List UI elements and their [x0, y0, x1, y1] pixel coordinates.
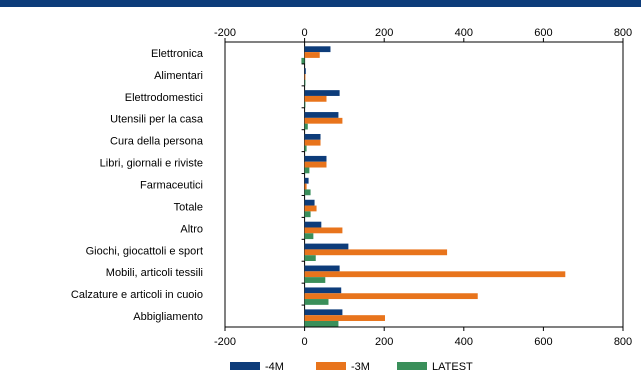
bar-latest-13 — [304, 320, 339, 327]
bar-3m-8 — [304, 205, 317, 212]
x-tick-label-top: 800 — [614, 27, 632, 39]
bar-3m-7 — [304, 183, 307, 190]
category-label: Elettronica — [151, 48, 204, 60]
bar-4m-5 — [304, 133, 321, 140]
legend-swatch-4m — [230, 362, 260, 370]
bar-latest-8 — [304, 211, 311, 218]
bar-4m-9 — [304, 221, 322, 228]
legend-swatch-latest — [397, 362, 427, 370]
bar-3m-10 — [304, 249, 448, 256]
bar-3m-1 — [304, 52, 320, 58]
bar-3m-13 — [304, 315, 385, 321]
bar-3m-5 — [304, 139, 321, 146]
bar-latest-4 — [304, 123, 308, 130]
bar-4m-13 — [304, 309, 343, 316]
category-label: Mobili, articoli tessili — [106, 267, 203, 279]
legend: -4M -3M LATEST — [230, 361, 473, 373]
bar-3m-6 — [304, 161, 327, 168]
category-label: Elettrodomestici — [125, 92, 203, 104]
bar-latest-10 — [304, 255, 316, 262]
bars — [301, 46, 566, 327]
plot-area-border — [224, 41, 624, 328]
legend-label: LATEST — [432, 361, 473, 373]
legend-label: -3M — [351, 361, 370, 373]
bar-4m-10 — [304, 243, 349, 250]
x-tick-label-bottom: 200 — [375, 336, 393, 348]
category-label: Libri, giornali e riviste — [100, 158, 203, 170]
bar-latest-2 — [304, 79, 306, 86]
bar-4m-7 — [304, 177, 309, 184]
legend-swatch-3m — [316, 362, 346, 370]
bar-latest-5 — [304, 145, 307, 152]
bar-latest-6 — [304, 167, 310, 174]
bar-3m-9 — [304, 227, 343, 234]
bar-3m-3 — [304, 95, 327, 102]
legend-label: -4M — [265, 361, 284, 373]
bar-4m-12 — [304, 287, 342, 294]
x-tick-labels-top: -200 0 200 400 600 800 — [214, 27, 632, 39]
category-label: Totale — [174, 201, 203, 213]
bar-latest-12 — [304, 299, 329, 305]
plot-frame — [224, 41, 624, 328]
x-tick-label-bottom: 600 — [534, 336, 552, 348]
bar-4m-4 — [304, 112, 339, 118]
category-label: Abbigliamento — [133, 311, 203, 323]
category-labels: Elettronica Alimentari Elettrodomestici Ute… — [71, 48, 204, 323]
x-tick-label-top: 0 — [302, 27, 308, 39]
category-label: Farmaceutici — [140, 180, 203, 192]
category-label: Cura della persona — [110, 136, 204, 148]
x-tick-label-bottom: -200 — [214, 336, 236, 348]
x-tick-label-bottom: 400 — [455, 336, 473, 348]
bar-latest-9 — [304, 233, 314, 240]
category-label: Alimentari — [154, 70, 203, 82]
bar-4m-11 — [304, 265, 340, 272]
axis-ticks — [224, 38, 624, 331]
header-bar — [0, 0, 641, 7]
bar-latest-1 — [301, 57, 305, 64]
bar-3m-12 — [304, 293, 478, 300]
category-label: Altro — [180, 223, 203, 235]
category-label: Calzature e articoli in cuoio — [71, 289, 203, 301]
bar-latest-3 — [304, 101, 306, 108]
bar-3m-4 — [304, 117, 343, 124]
bar-latest-7 — [304, 189, 311, 196]
bar-4m-1 — [304, 46, 331, 53]
category-label: Giochi, giocattoli e sport — [86, 245, 203, 257]
bar-latest-11 — [304, 277, 326, 283]
x-tick-label-top: 200 — [375, 27, 393, 39]
x-tick-label-top: 600 — [534, 27, 552, 39]
bar-3m-11 — [304, 271, 566, 278]
x-tick-labels-bottom: -200 0 200 400 600 800 — [214, 336, 632, 348]
bar-4m-3 — [304, 90, 340, 96]
x-tick-label-bottom: 0 — [302, 336, 308, 348]
x-tick-label-top: 400 — [455, 27, 473, 39]
x-tick-label-top: -200 — [214, 27, 236, 39]
x-tick-label-bottom: 800 — [614, 336, 632, 348]
bar-3m-2 — [304, 74, 306, 80]
bar-4m-6 — [304, 155, 327, 162]
bar-4m-8 — [304, 199, 315, 206]
bar-4m-2 — [304, 68, 306, 75]
category-label: Utensili per la casa — [110, 114, 204, 126]
